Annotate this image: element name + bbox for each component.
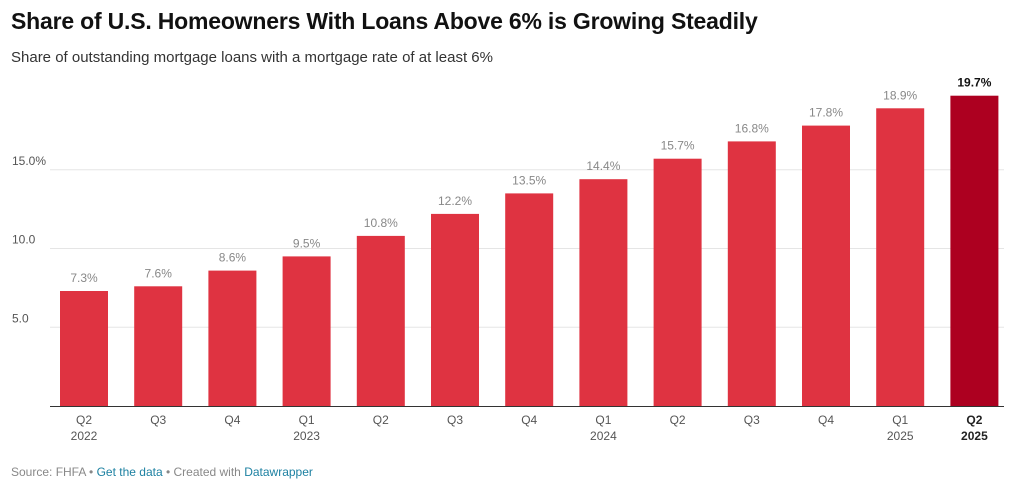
bar [802,125,850,406]
bar [727,141,776,406]
bar [208,270,257,406]
x-tick-label: Q1 [299,413,315,427]
data-label: 18.9% [883,88,917,102]
x-tick-label: Q4 [521,413,537,427]
bar [60,291,108,406]
chart-title: Share of U.S. Homeowners With Loans Abov… [11,8,758,34]
chart-footer: Source: FHFA • Get the data • Created wi… [11,465,313,479]
get-data-link[interactable]: Get the data [96,465,163,479]
data-label: 16.8% [735,121,769,135]
bar [431,213,479,406]
bar [876,108,925,407]
x-tick-year-label: 2024 [590,429,617,443]
bar [950,95,999,406]
x-tick-label: Q3 [150,413,166,427]
x-tick-label: Q2 [76,413,92,427]
created-with-text: • Created with [162,465,245,479]
x-tick-year-label: 2025 [961,429,988,443]
bar [505,193,554,406]
data-label: 19.7% [957,76,991,90]
x-tick-label: Q2 [966,413,982,427]
bar [653,158,702,406]
x-tick-year-label: 2025 [887,429,914,443]
data-label: 7.6% [145,266,173,280]
x-tick-label: Q1 [595,413,611,427]
bar [579,179,628,406]
data-label: 15.7% [661,139,695,153]
x-tick-label: Q3 [447,413,463,427]
x-tick-label: Q1 [892,413,908,427]
x-tick-year-label: 2022 [71,429,98,443]
data-label: 12.2% [438,194,472,208]
source-text: Source: FHFA [11,465,86,479]
data-label: 14.4% [586,159,620,173]
footer-separator: • [85,465,97,479]
data-label: 7.3% [70,271,98,285]
chart-subtitle: Share of outstanding mortgage loans with… [11,49,493,66]
x-tick-label: Q2 [373,413,389,427]
y-tick-label: 15.0% [12,154,46,168]
x-tick-label: Q3 [744,413,760,427]
data-label: 17.8% [809,106,843,120]
y-tick-label: 5.0 [12,311,29,325]
data-label: 10.8% [364,216,398,230]
data-label: 9.5% [293,236,321,250]
x-tick-label: Q4 [224,413,240,427]
x-tick-label: Q2 [670,413,686,427]
data-label: 8.6% [219,251,247,265]
x-tick-label: Q4 [818,413,834,427]
y-tick-label: 10.0 [12,233,36,247]
x-tick-year-label: 2023 [293,429,320,443]
bar [134,286,183,406]
datawrapper-link[interactable]: Datawrapper [244,465,313,479]
bar [356,235,405,406]
data-label: 13.5% [512,173,546,187]
bar [282,256,331,406]
